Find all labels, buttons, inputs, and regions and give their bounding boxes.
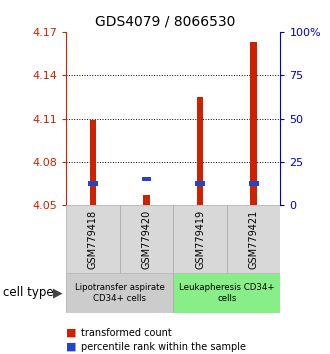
Bar <box>66 205 119 273</box>
Bar <box>250 42 257 205</box>
Text: GDS4079 / 8066530: GDS4079 / 8066530 <box>95 14 235 28</box>
Text: Lipotransfer aspirate
CD34+ cells: Lipotransfer aspirate CD34+ cells <box>75 283 165 303</box>
Bar <box>66 273 173 313</box>
Text: ▶: ▶ <box>53 286 63 299</box>
Text: ■: ■ <box>66 328 77 338</box>
Bar <box>249 182 258 186</box>
Text: GSM779421: GSM779421 <box>249 209 259 269</box>
Bar <box>88 182 98 186</box>
Bar <box>142 177 151 182</box>
Bar <box>143 195 149 205</box>
Bar <box>119 205 173 273</box>
Text: percentile rank within the sample: percentile rank within the sample <box>81 342 246 352</box>
Text: GSM779420: GSM779420 <box>142 209 151 269</box>
Bar <box>197 97 203 205</box>
Bar <box>90 120 96 205</box>
Bar <box>173 205 227 273</box>
Text: Leukapheresis CD34+
cells: Leukapheresis CD34+ cells <box>179 283 275 303</box>
Text: cell type: cell type <box>3 286 54 299</box>
Text: GSM779419: GSM779419 <box>195 209 205 269</box>
Text: transformed count: transformed count <box>81 328 172 338</box>
Text: GSM779418: GSM779418 <box>88 209 98 269</box>
Bar <box>173 273 280 313</box>
Bar <box>227 205 280 273</box>
Text: ■: ■ <box>66 342 77 352</box>
Bar <box>195 182 205 186</box>
